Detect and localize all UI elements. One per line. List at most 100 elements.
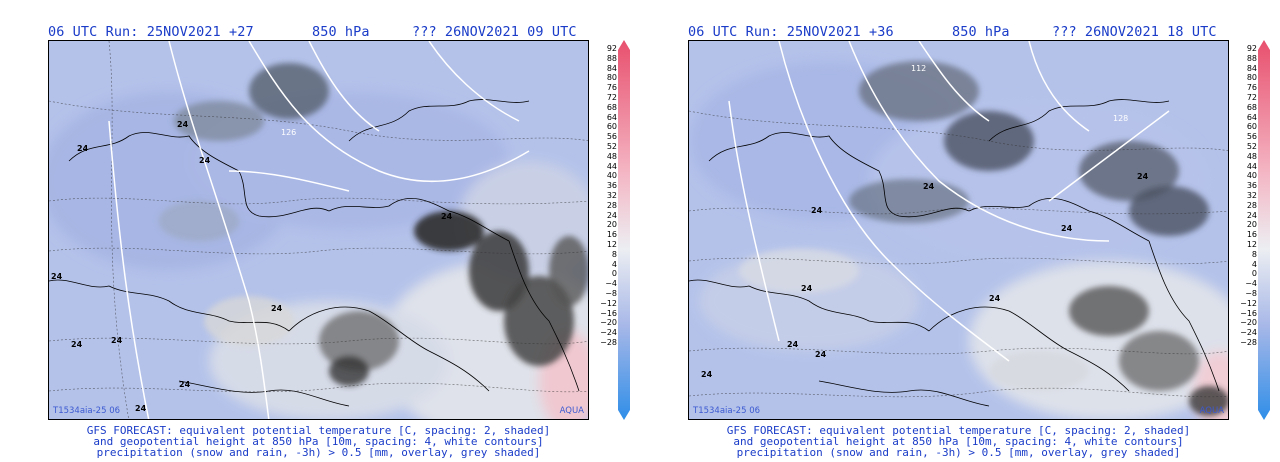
map-source-tag: T1534aia-25 06 bbox=[693, 406, 761, 416]
contour-label: 24 bbox=[701, 370, 713, 379]
colorbar-tick-label: 60 bbox=[606, 122, 617, 132]
valid-time-label: ??? 26NOV2021 18 UTC bbox=[1052, 24, 1217, 40]
colorbar-tick-label: −16 bbox=[1240, 308, 1257, 318]
colorbar-tick-label: 36 bbox=[1246, 181, 1257, 191]
colorbar-tick-label: 88 bbox=[606, 53, 617, 63]
caption-line: GFS FORECAST: equivalent potential tempe… bbox=[726, 424, 1191, 437]
contour-label: 24 bbox=[1061, 224, 1073, 233]
colorbar-tick-label: 32 bbox=[1246, 191, 1257, 200]
colorbar-strip bbox=[1258, 40, 1270, 420]
colorbar-tick-label: −8 bbox=[605, 289, 617, 298]
caption-line: and geopotential height at 850 hPa [10m,… bbox=[733, 435, 1184, 448]
contour-label: 24 bbox=[77, 144, 89, 153]
colorbar-tick-label: 16 bbox=[606, 230, 617, 240]
level-label: 850 hPa bbox=[312, 24, 370, 40]
coastlines bbox=[689, 99, 1220, 407]
map-graphic: 24 24 24 24 24 24 24 24 24 24 126 bbox=[49, 41, 588, 419]
geopotential-label: 112 bbox=[911, 64, 926, 73]
caption-line: and geopotential height at 850 hPa [10m,… bbox=[93, 435, 544, 448]
caption-line: precipitation (snow and rain, -3h) > 0.5… bbox=[736, 446, 1181, 459]
coastlines bbox=[49, 99, 580, 407]
colorbar-tick-label: 44 bbox=[606, 161, 617, 171]
contour-label: 24 bbox=[199, 156, 211, 165]
colorbar-tick-label: 84 bbox=[606, 63, 617, 73]
colorbar-tick-label: 84 bbox=[1246, 63, 1257, 73]
colorbar-tick-label: 4 bbox=[1251, 259, 1257, 269]
colorbar-tick-label: −20 bbox=[600, 318, 617, 328]
run-label: 06 UTC Run: 25NOV2021 +27 bbox=[48, 24, 254, 40]
colorbar-tick-label: −12 bbox=[600, 298, 617, 308]
colorbar-tick-label: 76 bbox=[1246, 83, 1257, 93]
colorbar-tick-label: 92 bbox=[606, 44, 617, 53]
theta-e-contours bbox=[689, 110, 1228, 398]
contour-label: 24 bbox=[811, 206, 823, 215]
colorbar: 92 88 84 80 76 72 68 64 60 56 52 48 44 40 36 32 28 24 20 16… bbox=[593, 40, 633, 420]
precipitation-overlay bbox=[159, 63, 588, 386]
colorbar-tick-label: 80 bbox=[606, 73, 617, 83]
colorbar-tick-label: 76 bbox=[606, 83, 617, 93]
geopotential-label: 126 bbox=[281, 128, 296, 137]
colorbar-tick-label: 48 bbox=[606, 151, 617, 161]
colorbar-tick-label: −20 bbox=[1240, 318, 1257, 328]
colorbar-tick-label: 4 bbox=[611, 259, 617, 269]
colorbar-strip bbox=[618, 40, 630, 420]
figure-caption: GFS FORECAST: equivalent potential tempe… bbox=[688, 425, 1229, 458]
colorbar-tick-label: 52 bbox=[606, 142, 617, 151]
contour-label: 24 bbox=[111, 336, 123, 345]
colorbar-tick-label: 12 bbox=[1246, 240, 1257, 249]
colorbar-tick-label: 32 bbox=[606, 191, 617, 200]
colorbar-tick-label: −24 bbox=[600, 328, 617, 338]
theta-e-contours bbox=[49, 41, 588, 419]
colorbar-tick-label: −28 bbox=[1240, 338, 1257, 347]
colorbar-tick-label: 0 bbox=[611, 269, 617, 279]
colorbar-tick-label: 40 bbox=[1246, 171, 1257, 181]
figure-caption: GFS FORECAST: equivalent potential tempe… bbox=[48, 425, 589, 458]
colorbar-tick-label: 20 bbox=[1246, 220, 1257, 230]
colorbar-tick-label: 64 bbox=[1246, 112, 1257, 122]
colorbar-tick-label: 28 bbox=[1246, 200, 1257, 210]
forecast-panel-1: 06 UTC Run: 25NOV2021 +27 850 hPa ??? 26… bbox=[0, 0, 630, 462]
colorbar: 92 88 84 80 76 72 68 64 60 56 52 48 44 40 36 32 28 24 20 16… bbox=[1233, 40, 1273, 420]
colorbar-tick-label: 36 bbox=[606, 181, 617, 191]
colorbar-tick-label: 56 bbox=[1246, 132, 1257, 142]
valid-time-label: ??? 26NOV2021 09 UTC bbox=[412, 24, 577, 40]
colorbar-tick-label: 72 bbox=[606, 93, 617, 102]
geopotential-contours bbox=[728, 41, 1170, 362]
map-graphic: 24 24 24 24 24 24 24 24 24 112 128 bbox=[689, 41, 1228, 419]
contour-label: 24 bbox=[179, 380, 191, 389]
contour-label: 24 bbox=[271, 304, 283, 313]
colorbar-tick-label: 88 bbox=[1246, 53, 1257, 63]
caption-line: precipitation (snow and rain, -3h) > 0.5… bbox=[96, 446, 541, 459]
colorbar-tick-label: −12 bbox=[1240, 298, 1257, 308]
colorbar-tick-label: 80 bbox=[1246, 73, 1257, 83]
colorbar-tick-label: −28 bbox=[600, 338, 617, 347]
colorbar-tick-label: 68 bbox=[1246, 102, 1257, 112]
colorbar-tick-label: 16 bbox=[1246, 230, 1257, 240]
caption-line: GFS FORECAST: equivalent potential tempe… bbox=[86, 424, 551, 437]
geopotential-contours bbox=[108, 41, 530, 419]
map-source-tag: T1534aia-25 06 bbox=[53, 406, 121, 416]
colorbar-tick-label: 48 bbox=[1246, 151, 1257, 161]
colorbar-tick-label: 60 bbox=[1246, 122, 1257, 132]
contour-label: 24 bbox=[51, 272, 63, 281]
forecast-panel-2: 06 UTC Run: 25NOV2021 +36 850 hPa ??? 26… bbox=[640, 0, 1270, 462]
colorbar-tick-label: 8 bbox=[611, 249, 617, 259]
colorbar-tick-label: 92 bbox=[1246, 44, 1257, 53]
level-label: 850 hPa bbox=[952, 24, 1010, 40]
colorbar-tick-label: 40 bbox=[606, 171, 617, 181]
colorbar-tick-label: −4 bbox=[605, 279, 617, 289]
colorbar-tick-label: 8 bbox=[1251, 249, 1257, 259]
colorbar-tick-label: 44 bbox=[1246, 161, 1257, 171]
colorbar-tick-label: 28 bbox=[606, 200, 617, 210]
colorbar-tick-label: −16 bbox=[600, 308, 617, 318]
colorbar-tick-label: 0 bbox=[1251, 269, 1257, 279]
colorbar-tick-label: −4 bbox=[1245, 279, 1257, 289]
contour-label: 24 bbox=[1137, 172, 1149, 181]
colorbar-tick-label: 20 bbox=[606, 220, 617, 230]
contour-label: 24 bbox=[815, 350, 827, 359]
contour-label: 24 bbox=[801, 284, 813, 293]
contour-label: 24 bbox=[989, 294, 1001, 303]
colorbar-tick-label: 56 bbox=[606, 132, 617, 142]
colorbar-tick-label: 24 bbox=[1246, 210, 1257, 220]
colorbar-tick-label: 72 bbox=[1246, 93, 1257, 102]
